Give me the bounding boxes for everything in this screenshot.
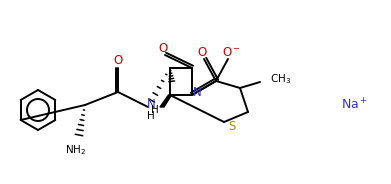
Text: H: H: [147, 111, 155, 121]
Polygon shape: [160, 95, 172, 107]
Text: N: N: [147, 98, 155, 112]
Text: Na$^+$: Na$^+$: [341, 97, 369, 113]
Text: S: S: [228, 119, 236, 132]
Text: NH$_2$: NH$_2$: [65, 143, 86, 157]
Text: O: O: [197, 45, 206, 59]
Text: O: O: [113, 54, 123, 68]
Text: O: O: [158, 42, 168, 54]
Text: CH$_3$: CH$_3$: [270, 72, 291, 86]
Text: O$^-$: O$^-$: [222, 45, 242, 59]
Text: N: N: [193, 86, 201, 98]
Text: H: H: [151, 105, 159, 115]
